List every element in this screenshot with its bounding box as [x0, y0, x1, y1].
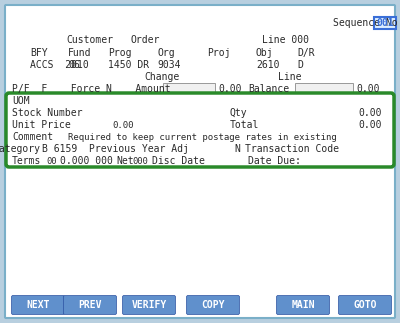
Text: 0.00: 0.00	[356, 84, 380, 94]
Text: Required to keep current postage rates in existing: Required to keep current postage rates i…	[68, 132, 337, 141]
Bar	[300, 120, 355, 131]
Text: Change: Change	[144, 72, 180, 82]
Text: P/F  F    Force N    Amount: P/F F Force N Amount	[12, 84, 171, 94]
Text: GOTO: GOTO	[353, 300, 377, 310]
Text: Customer: Customer	[66, 35, 114, 45]
Text: PREV: PREV	[78, 300, 102, 310]
Text: B 6159  Previous Year Adj: B 6159 Previous Year Adj	[42, 144, 189, 154]
Bar	[130, 156, 148, 167]
FancyBboxPatch shape	[64, 296, 116, 315]
Text: Line: Line	[278, 72, 302, 82]
Text: 000: 000	[132, 157, 148, 166]
Text: MAIN: MAIN	[291, 300, 315, 310]
Bar	[295, 83, 353, 95]
Text: UOM: UOM	[12, 96, 30, 106]
Text: Unit Price: Unit Price	[12, 120, 71, 130]
Text: 1450 DR: 1450 DR	[108, 60, 149, 70]
Text: Net: Net	[116, 156, 134, 166]
FancyBboxPatch shape	[12, 296, 64, 315]
Text: D/R: D/R	[297, 48, 315, 58]
Text: 0.000 000: 0.000 000	[60, 156, 113, 166]
Text: Category: Category	[0, 144, 40, 154]
FancyBboxPatch shape	[186, 296, 240, 315]
Text: Total: Total	[230, 120, 259, 130]
Bar	[195, 156, 243, 167]
Bar	[285, 156, 345, 167]
Bar	[232, 144, 242, 155]
Bar	[374, 17, 396, 29]
Text: 0.00: 0.00	[358, 108, 382, 118]
Text: 06: 06	[68, 60, 80, 70]
Bar	[300, 108, 355, 119]
Text: Disc Date: Disc Date	[152, 156, 205, 166]
FancyBboxPatch shape	[5, 5, 395, 318]
Text: 0.00: 0.00	[358, 120, 382, 130]
FancyBboxPatch shape	[122, 296, 176, 315]
Bar	[44, 156, 58, 167]
Bar	[163, 83, 215, 95]
Text: BFY: BFY	[30, 48, 48, 58]
Text: NEXT: NEXT	[26, 300, 50, 310]
FancyBboxPatch shape	[6, 93, 394, 167]
Text: Terms: Terms	[12, 156, 41, 166]
Text: Transaction Code: Transaction Code	[245, 144, 339, 154]
Text: Fund: Fund	[68, 48, 92, 58]
Text: 0.00: 0.00	[218, 84, 242, 94]
Text: 001: 001	[376, 18, 394, 28]
Text: Stock Number: Stock Number	[12, 108, 82, 118]
Bar	[36, 96, 54, 107]
Text: Proj: Proj	[207, 48, 230, 58]
Text: Prog: Prog	[108, 48, 132, 58]
Text: 9034: 9034	[157, 60, 180, 70]
Text: Sequence No. 001   Line: Sequence No. 001 Line	[333, 18, 400, 28]
Text: 00: 00	[46, 157, 56, 166]
Text: 0.00: 0.00	[112, 121, 134, 130]
Text: Order: Order	[130, 35, 160, 45]
Text: ACCS  2010: ACCS 2010	[30, 60, 89, 70]
FancyBboxPatch shape	[338, 296, 392, 315]
Text: 2610: 2610	[256, 60, 280, 70]
Bar	[80, 108, 136, 119]
Text: Line 000: Line 000	[262, 35, 308, 45]
Text: VERIFY: VERIFY	[131, 300, 167, 310]
Text: Balance: Balance	[248, 84, 289, 94]
Text: Org: Org	[157, 48, 175, 58]
Text: Date Due:: Date Due:	[248, 156, 301, 166]
FancyBboxPatch shape	[276, 296, 330, 315]
Text: COPY: COPY	[201, 300, 225, 310]
Text: Obj: Obj	[256, 48, 274, 58]
Bar	[320, 144, 375, 155]
Text: D: D	[297, 60, 303, 70]
Text: Qty: Qty	[230, 108, 248, 118]
Bar	[80, 120, 136, 131]
Bar	[66, 132, 376, 143]
Text: N: N	[234, 144, 240, 154]
Text: Comment: Comment	[12, 132, 53, 142]
